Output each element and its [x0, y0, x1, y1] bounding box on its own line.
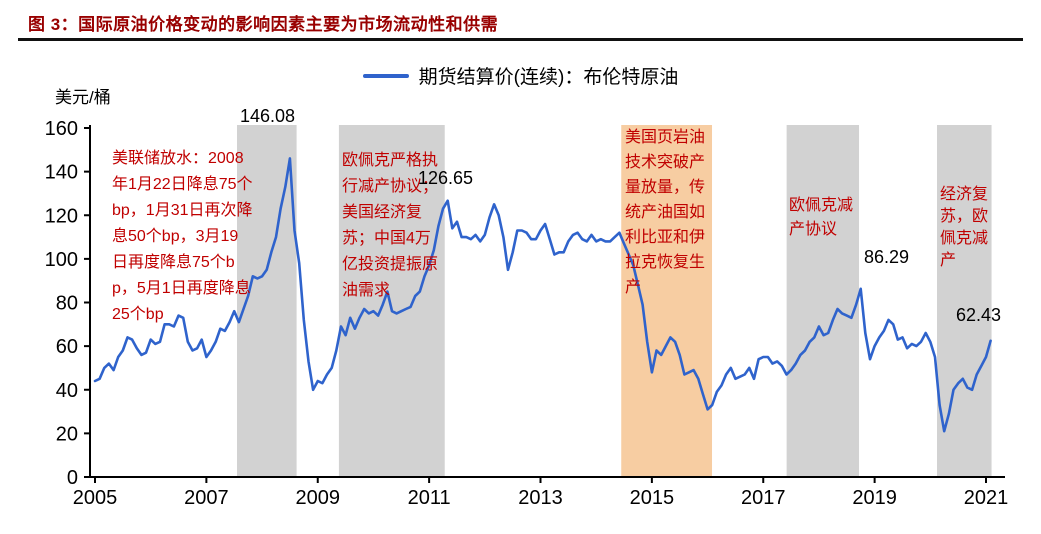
- y-axis-tick-label: 20: [56, 423, 78, 445]
- y-axis-unit-label: 美元/桶: [55, 88, 111, 107]
- annotation-opec-2009: 欧佩克严格执行减产协议；美国经济复苏；中国4万亿投资提振原油需求: [342, 152, 439, 299]
- x-axis-tick-label: 2015: [630, 487, 675, 509]
- annotation-opec-2017: 欧佩克减产协议: [789, 197, 854, 238]
- highlight-band: [338, 125, 445, 477]
- x-axis-tick-label: 2017: [741, 487, 786, 509]
- figure-title: 图 3：国际原油价格变动的影响因素主要为市场流动性和供需: [28, 15, 499, 34]
- peak-label-2008: 146.08: [240, 106, 296, 126]
- x-axis-tick-label: 2007: [184, 487, 229, 509]
- price-line-series: [93, 157, 992, 433]
- highlight-band: [621, 125, 713, 477]
- annotation-recovery-2020: 经济复苏，欧佩克减产: [940, 186, 989, 269]
- x-axis-tick-label: 2019: [852, 487, 897, 509]
- legend-line-swatch: [362, 73, 409, 78]
- end-label-2021: 62.43: [956, 305, 1002, 325]
- x-axis-tick-label: 2005: [73, 487, 118, 509]
- y-axis-tick-label: 120: [45, 205, 78, 227]
- y-axis-tick-label: 60: [56, 336, 78, 358]
- y-axis-tick-label: 0: [67, 467, 78, 489]
- legend-label: 期货结算价(连续)：布伦特原油: [418, 67, 679, 88]
- annotation-shale-2014: 美国页岩油技术突破产量放量，传统产油国如利比亚和伊拉克恢复生产: [625, 129, 706, 296]
- y-axis-tick-label: 80: [56, 293, 78, 315]
- highlight-band: [936, 125, 992, 477]
- highlight-band: [786, 125, 860, 477]
- chart-legend: 期货结算价(连续)：布伦特原油: [0, 62, 1041, 89]
- y-axis-tick-label: 140: [45, 162, 78, 184]
- y-axis-tick-label: 160: [45, 118, 78, 140]
- x-axis-tick-label: 2011: [408, 487, 451, 509]
- x-axis-tick-label: 2013: [518, 487, 563, 509]
- y-axis-tick-label: 100: [45, 249, 78, 271]
- y-axis-tick-label: 40: [56, 380, 78, 402]
- x-axis-tick-label: 2021: [964, 487, 1009, 509]
- peak-label-2018: 86.29: [864, 247, 910, 267]
- annotation-fed-easing: 美联储放水：2008年1月22日降息75个bp，1月31日再次降息50个bp，3…: [112, 150, 253, 323]
- axis-ticks-and-labels: 0 20 40 60 80 100 120 140 160 2005 2007 2009 2011 201…: [45, 118, 1009, 509]
- title-underline: [18, 38, 1023, 41]
- chart-axes: [89, 125, 1005, 478]
- peak-label-2011: 126.65: [418, 168, 474, 188]
- highlight-bands: [237, 125, 992, 477]
- brent-price-line: [93, 157, 992, 433]
- x-axis-tick-label: 2009: [296, 487, 341, 509]
